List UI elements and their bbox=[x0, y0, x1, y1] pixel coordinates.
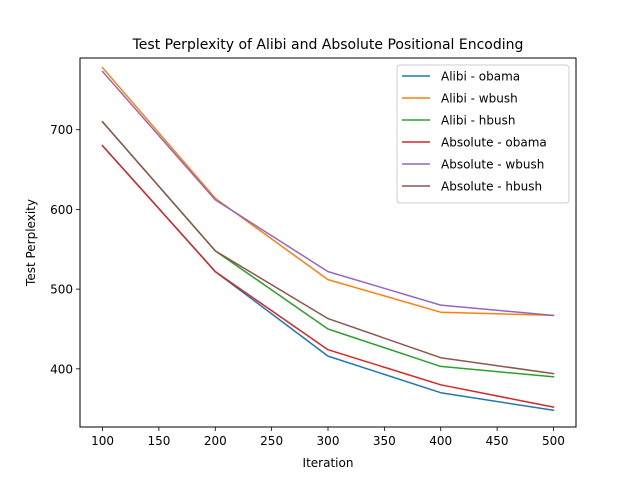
legend-box bbox=[396, 64, 570, 204]
y-tick-label-0: 400 bbox=[50, 362, 73, 376]
x-tick-label-5: 350 bbox=[373, 434, 396, 448]
legend-label-2: Alibi - hbush bbox=[441, 114, 515, 128]
series-line-4 bbox=[101, 70, 555, 317]
y-tick-label-1: 500 bbox=[50, 283, 73, 297]
series-line-5 bbox=[101, 120, 555, 375]
plot-area bbox=[101, 66, 555, 412]
legend-label-0: Alibi - obama bbox=[441, 70, 520, 84]
x-axis: 100 150 200 250 300 350 400 450 500 bbox=[91, 427, 565, 448]
x-tick-label-6: 400 bbox=[429, 434, 452, 448]
legend-label-1: Alibi - wbush bbox=[441, 92, 518, 106]
y-axis-label: Test Perplexity bbox=[24, 199, 38, 287]
chart-title: Test Perplexity of Alibi and Absolute Po… bbox=[132, 37, 524, 53]
x-tick-label-8: 500 bbox=[542, 434, 565, 448]
legend-label-5: Absolute - hbush bbox=[441, 180, 542, 194]
x-tick-label-0: 100 bbox=[91, 434, 114, 448]
x-tick-label-4: 300 bbox=[317, 434, 340, 448]
y-tick-label-2: 600 bbox=[50, 203, 73, 217]
x-tick-label-1: 150 bbox=[147, 434, 170, 448]
legend: Alibi - obama Alibi - wbush Alibi - hbush A… bbox=[396, 64, 570, 204]
series-line-1 bbox=[101, 66, 555, 317]
x-axis-label: Iteration bbox=[303, 456, 354, 470]
y-tick-label-3: 700 bbox=[50, 123, 73, 137]
series-line-3 bbox=[101, 144, 555, 408]
y-axis: 400 500 600 700 bbox=[50, 123, 80, 376]
x-tick-label-3: 250 bbox=[260, 434, 283, 448]
x-tick-label-7: 450 bbox=[486, 434, 509, 448]
legend-label-4: Absolute - wbush bbox=[441, 158, 544, 172]
x-tick-label-2: 200 bbox=[204, 434, 227, 448]
legend-label-3: Absolute - obama bbox=[441, 136, 547, 150]
